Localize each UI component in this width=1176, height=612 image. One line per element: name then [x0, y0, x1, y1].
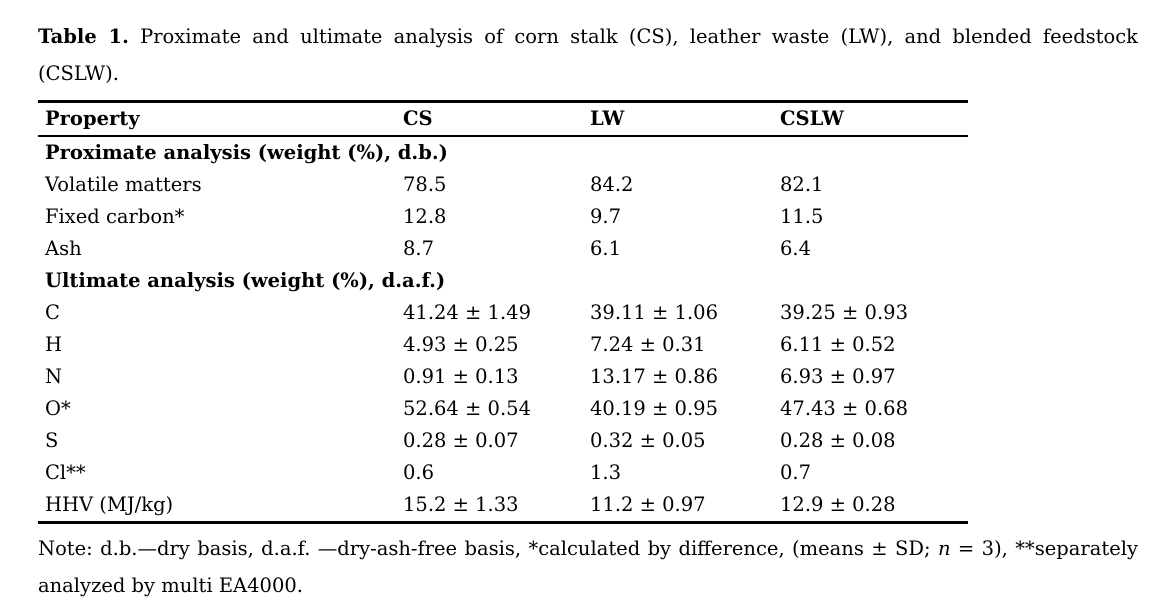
cell-cs: 0.6 — [403, 461, 435, 484]
cell-cs: 0.28 ± 0.07 — [403, 429, 519, 452]
cell-lw: 84.2 — [590, 173, 634, 196]
cell-cslw: 0.7 — [780, 461, 812, 484]
table-row: H 4.93 ± 0.25 7.24 ± 0.31 6.11 ± 0.52 — [38, 329, 968, 361]
cell-lw: 6.1 — [590, 237, 622, 260]
cell-lw: 0.32 ± 0.05 — [590, 429, 706, 452]
cell-cs: 0.91 ± 0.13 — [403, 365, 519, 388]
cell-cslw: 6.4 — [780, 237, 812, 260]
cell-cs: 15.2 ± 1.33 — [403, 493, 519, 516]
col-header-cs: CS — [403, 107, 433, 130]
cell-lw: 1.3 — [590, 461, 622, 484]
table-caption-text: Proximate and ultimate analysis of corn … — [38, 25, 1138, 85]
footnote-text-end: = 3), **separately analyzed by multi EA4… — [38, 537, 1138, 597]
cell-cs: 78.5 — [403, 173, 447, 196]
cell-cslw: 82.1 — [780, 173, 824, 196]
section-header-ultimate: Ultimate analysis (weight (%), d.a.f.) — [38, 265, 968, 297]
col-header-cslw: CSLW — [780, 107, 844, 130]
table-caption-label: Table 1. — [38, 25, 129, 48]
cell-property: Fixed carbon* — [45, 205, 185, 228]
cell-cslw: 6.11 ± 0.52 — [780, 333, 896, 356]
section-header-label: Proximate analysis (weight (%), d.b.) — [45, 141, 448, 164]
cell-cslw: 6.93 ± 0.97 — [780, 365, 896, 388]
cell-property: N — [45, 365, 63, 388]
table-row: Cl** 0.6 1.3 0.7 — [38, 457, 968, 489]
table-footnote: Note: d.b.—dry basis, d.a.f. —dry-ash-fr… — [38, 530, 1138, 604]
cell-property: Ash — [45, 237, 82, 260]
cell-cs: 41.24 ± 1.49 — [403, 301, 531, 324]
cell-property: HHV (MJ/kg) — [45, 493, 174, 516]
cell-property: Volatile matters — [45, 173, 202, 196]
cell-lw: 40.19 ± 0.95 — [590, 397, 718, 420]
cell-property: Cl** — [45, 461, 86, 484]
cell-property: O* — [45, 397, 71, 420]
section-header-proximate: Proximate analysis (weight (%), d.b.) — [38, 136, 968, 169]
table-row: C 41.24 ± 1.49 39.11 ± 1.06 39.25 ± 0.93 — [38, 297, 968, 329]
cell-cs: 12.8 — [403, 205, 447, 228]
cell-cs: 52.64 ± 0.54 — [403, 397, 531, 420]
cell-lw: 9.7 — [590, 205, 622, 228]
table-row: Ash 8.7 6.1 6.4 — [38, 233, 968, 265]
table-row: N 0.91 ± 0.13 13.17 ± 0.86 6.93 ± 0.97 — [38, 361, 968, 393]
footnote-n-symbol: n — [937, 537, 951, 560]
cell-lw: 39.11 ± 1.06 — [590, 301, 718, 324]
cell-cslw: 47.43 ± 0.68 — [780, 397, 908, 420]
cell-lw: 13.17 ± 0.86 — [590, 365, 718, 388]
cell-lw: 7.24 ± 0.31 — [590, 333, 706, 356]
col-header-property: Property — [45, 107, 140, 130]
table-row: S 0.28 ± 0.07 0.32 ± 0.05 0.28 ± 0.08 — [38, 425, 968, 457]
table-row: Volatile matters 78.5 84.2 82.1 — [38, 169, 968, 201]
cell-cslw: 0.28 ± 0.08 — [780, 429, 896, 452]
table-header-row: Property CS LW CSLW — [38, 102, 968, 136]
section-header-label: Ultimate analysis (weight (%), d.a.f.) — [45, 269, 446, 292]
table-row: O* 52.64 ± 0.54 40.19 ± 0.95 47.43 ± 0.6… — [38, 393, 968, 425]
cell-lw: 11.2 ± 0.97 — [590, 493, 706, 516]
table-row: Fixed carbon* 12.8 9.7 11.5 — [38, 201, 968, 233]
cell-cs: 4.93 ± 0.25 — [403, 333, 519, 356]
cell-property: S — [45, 429, 59, 452]
col-header-lw: LW — [590, 107, 625, 130]
cell-cslw: 11.5 — [780, 205, 824, 228]
cell-cs: 8.7 — [403, 237, 435, 260]
cell-cslw: 12.9 ± 0.28 — [780, 493, 896, 516]
table-row: HHV (MJ/kg) 15.2 ± 1.33 11.2 ± 0.97 12.9… — [38, 489, 968, 523]
cell-property: C — [45, 301, 60, 324]
cell-property: H — [45, 333, 63, 356]
footnote-text-start: Note: d.b.—dry basis, d.a.f. —dry-ash-fr… — [38, 537, 938, 560]
cell-cslw: 39.25 ± 0.93 — [780, 301, 908, 324]
table-caption: Table 1. Proximate and ultimate analysis… — [38, 18, 1138, 92]
analysis-table: Property CS LW CSLW Proximate analysis (… — [38, 100, 968, 524]
